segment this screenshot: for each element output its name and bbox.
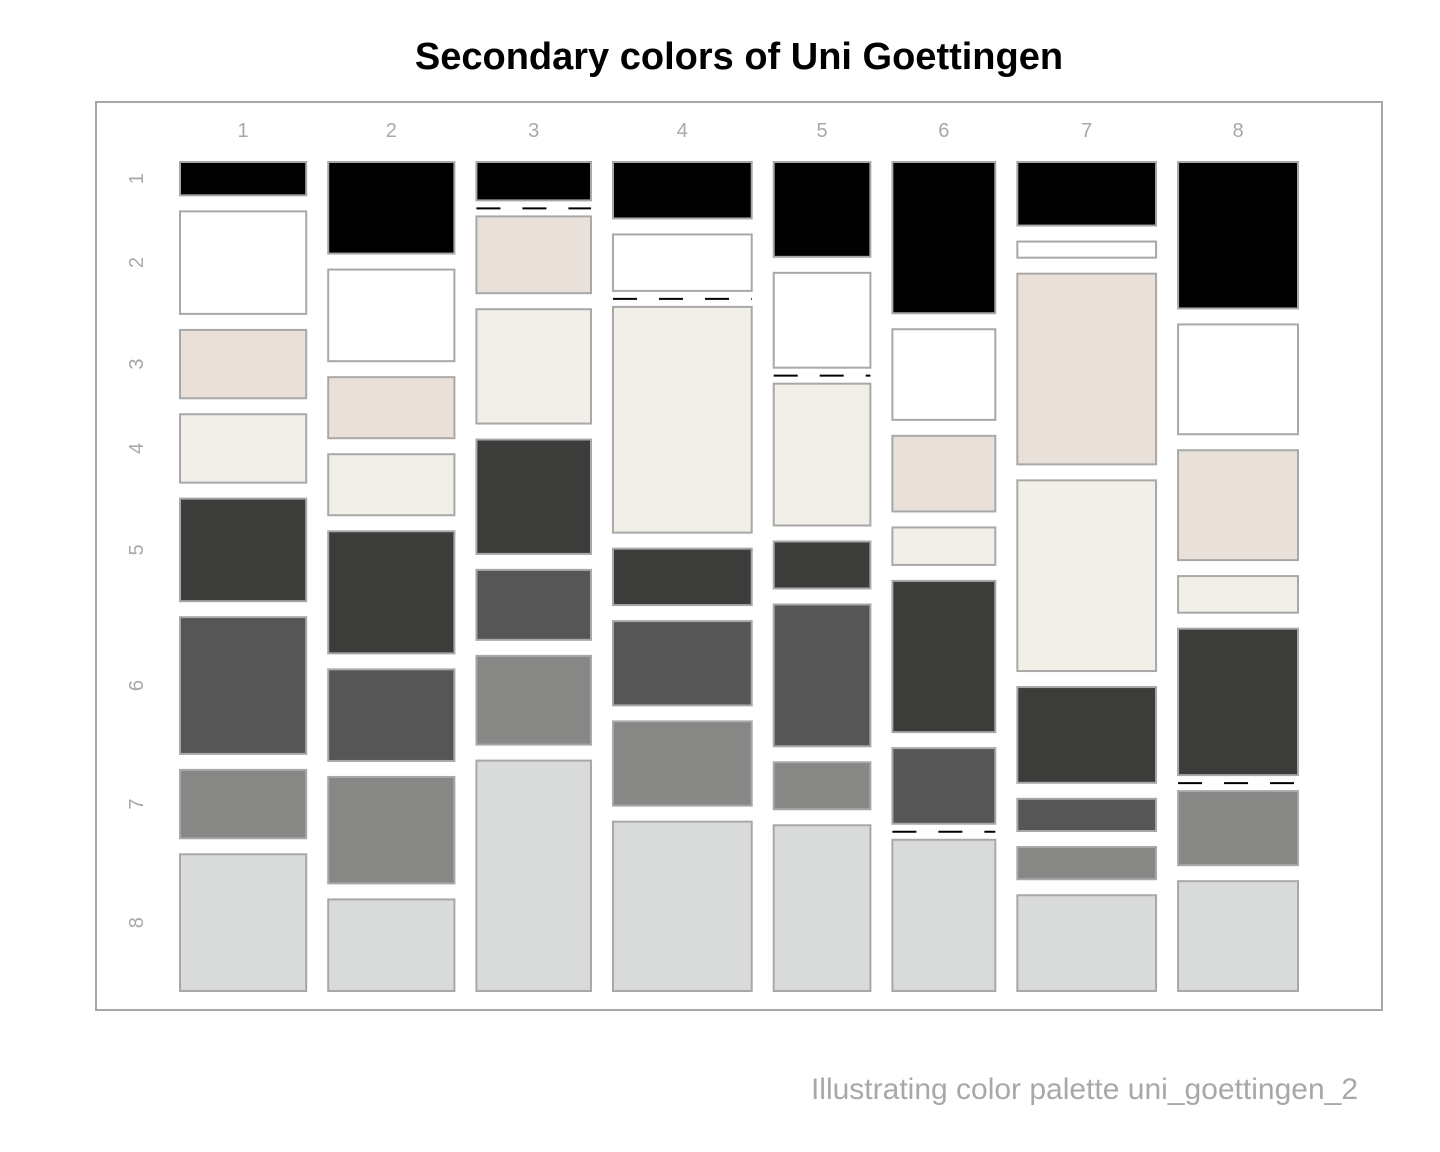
mosaic-tile bbox=[179, 616, 308, 755]
mosaic-tile bbox=[179, 853, 308, 993]
mosaic-tile bbox=[327, 161, 456, 255]
mosaic-tile bbox=[327, 898, 456, 992]
mosaic-tile bbox=[1177, 449, 1300, 562]
mosaic-tile bbox=[1016, 479, 1158, 673]
mosaic-tile bbox=[1016, 797, 1158, 833]
chart-title: Secondary colors of Uni Goettingen bbox=[414, 36, 1064, 78]
column-label: 2 bbox=[386, 120, 397, 142]
mosaic-tile bbox=[327, 668, 456, 762]
mosaic-tile bbox=[179, 768, 308, 840]
mosaic-tile bbox=[475, 308, 592, 425]
mosaic-tile bbox=[891, 526, 997, 566]
row-label: 8 bbox=[126, 917, 148, 928]
caption: Illustrating color palette uni_goettinge… bbox=[810, 1073, 1358, 1106]
mosaic-tile bbox=[1177, 790, 1300, 867]
mosaic-tile bbox=[1016, 894, 1158, 992]
mosaic-tile bbox=[179, 413, 308, 484]
mosaic-tile bbox=[891, 579, 997, 734]
mosaic-tile bbox=[179, 161, 308, 197]
mosaic-tile bbox=[611, 620, 753, 707]
mosaic-tile bbox=[1016, 686, 1158, 784]
column-label: 5 bbox=[816, 120, 827, 142]
row-label: 1 bbox=[126, 173, 148, 184]
mosaic-tile bbox=[475, 161, 592, 202]
column-label: 1 bbox=[238, 120, 249, 142]
column-label: 7 bbox=[1081, 120, 1092, 142]
mosaic-tile bbox=[475, 438, 592, 555]
mosaic-tile bbox=[772, 761, 872, 811]
mosaic-tile bbox=[772, 603, 872, 748]
mosaic-tile bbox=[891, 434, 997, 513]
column-label: 4 bbox=[677, 120, 688, 142]
row-label: 3 bbox=[126, 359, 148, 370]
mosaic-tile bbox=[611, 820, 753, 992]
mosaic-tile bbox=[1177, 323, 1300, 436]
mosaic-tile bbox=[327, 530, 456, 655]
mosaic-tile bbox=[772, 271, 872, 369]
plot-frame bbox=[95, 101, 1383, 1011]
row-label: 7 bbox=[126, 799, 148, 810]
row-label: 6 bbox=[126, 680, 148, 691]
mosaic-tile bbox=[327, 453, 456, 517]
row-label: 5 bbox=[126, 544, 148, 555]
mosaic-tile bbox=[1177, 575, 1300, 614]
mosaic-tile bbox=[1177, 161, 1300, 310]
column-labels: 1 2 3 4 5 6 7 8 bbox=[238, 120, 1244, 142]
mosaic-tile bbox=[475, 568, 592, 641]
mosaic-tile bbox=[891, 747, 997, 825]
mosaic-tile bbox=[475, 654, 592, 746]
column-label: 6 bbox=[938, 120, 949, 142]
mosaic-tile bbox=[1016, 161, 1158, 227]
mosaic-tile bbox=[1016, 846, 1158, 881]
mosaic-tile bbox=[327, 268, 456, 363]
mosaic-tiles bbox=[179, 161, 1300, 993]
column-label: 8 bbox=[1232, 120, 1243, 142]
mosaic-tile bbox=[772, 824, 872, 992]
mosaic-tile bbox=[611, 547, 753, 607]
mosaic-tile bbox=[891, 328, 997, 421]
mosaic-tile bbox=[611, 161, 753, 220]
mosaic-tile bbox=[1016, 272, 1158, 466]
row-labels: 1 2 3 4 5 6 7 8 bbox=[126, 173, 148, 928]
mosaic-tile bbox=[327, 775, 456, 885]
mosaic-tile bbox=[611, 720, 753, 807]
mosaic-tile bbox=[179, 497, 308, 603]
mosaic-tile bbox=[611, 233, 753, 292]
mosaic-tile bbox=[1016, 240, 1158, 259]
column-label: 3 bbox=[528, 120, 539, 142]
mosaic-tile bbox=[891, 161, 997, 315]
mosaic-tile bbox=[475, 215, 592, 295]
mosaic-tile bbox=[179, 328, 308, 400]
mosaic-tile bbox=[1177, 627, 1300, 777]
mosaic-tile bbox=[475, 759, 592, 992]
row-label: 2 bbox=[126, 257, 148, 268]
row-label: 4 bbox=[126, 443, 148, 454]
mosaic-tile bbox=[327, 376, 456, 440]
mosaic-tile bbox=[1177, 880, 1300, 992]
mosaic-tile bbox=[772, 382, 872, 527]
mosaic-tile bbox=[772, 161, 872, 258]
mosaic-tile bbox=[772, 540, 872, 590]
mosaic-tile bbox=[611, 305, 753, 534]
mosaic-tile bbox=[891, 838, 997, 993]
mosaic-tile bbox=[179, 210, 308, 315]
